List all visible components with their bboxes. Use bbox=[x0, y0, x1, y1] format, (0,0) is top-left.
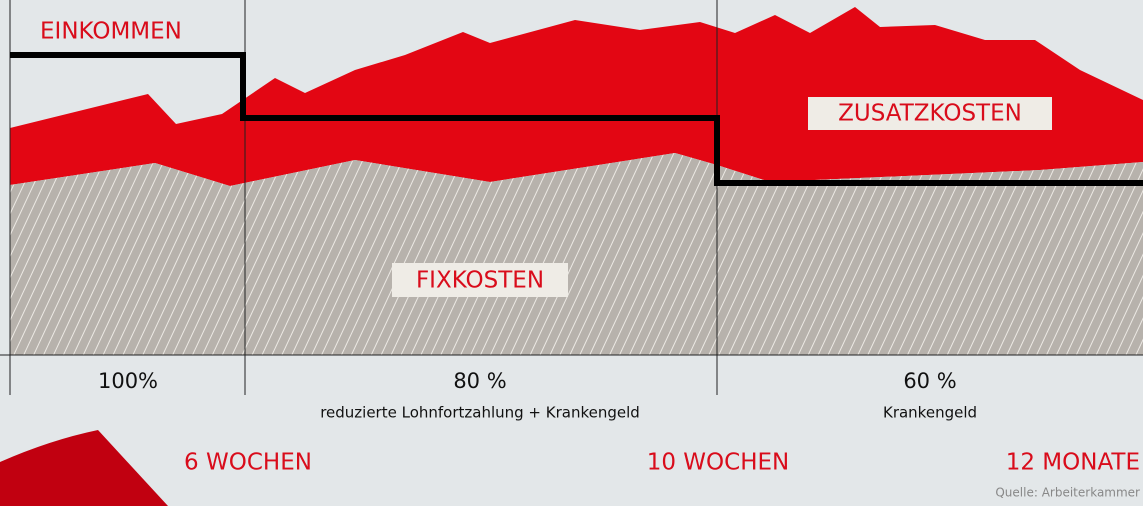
phase-rate: 100% bbox=[98, 369, 158, 393]
duration: 6 WOCHEN bbox=[184, 450, 312, 476]
phase-rate: 80 % bbox=[453, 369, 506, 393]
extra-costs-label: ZUSATZKOSTEN bbox=[838, 101, 1022, 127]
duration: 12 MONATE bbox=[1006, 450, 1140, 476]
infographic: EINKOMMEN ZUSATZKOSTEN FIXKOSTEN 100% 80… bbox=[0, 0, 1143, 506]
phase-rate: 60 % bbox=[903, 369, 956, 393]
phase-note: reduzierte Lohnfortzahlung + Krankengeld bbox=[320, 404, 640, 422]
duration: 10 WOCHEN bbox=[647, 450, 790, 476]
fixed-costs-label: FIXKOSTEN bbox=[416, 268, 544, 294]
source: Quelle: Arbeiterkammer bbox=[995, 486, 1140, 500]
income-label: EINKOMMEN bbox=[40, 19, 182, 45]
phase-note: Krankengeld bbox=[883, 404, 977, 422]
